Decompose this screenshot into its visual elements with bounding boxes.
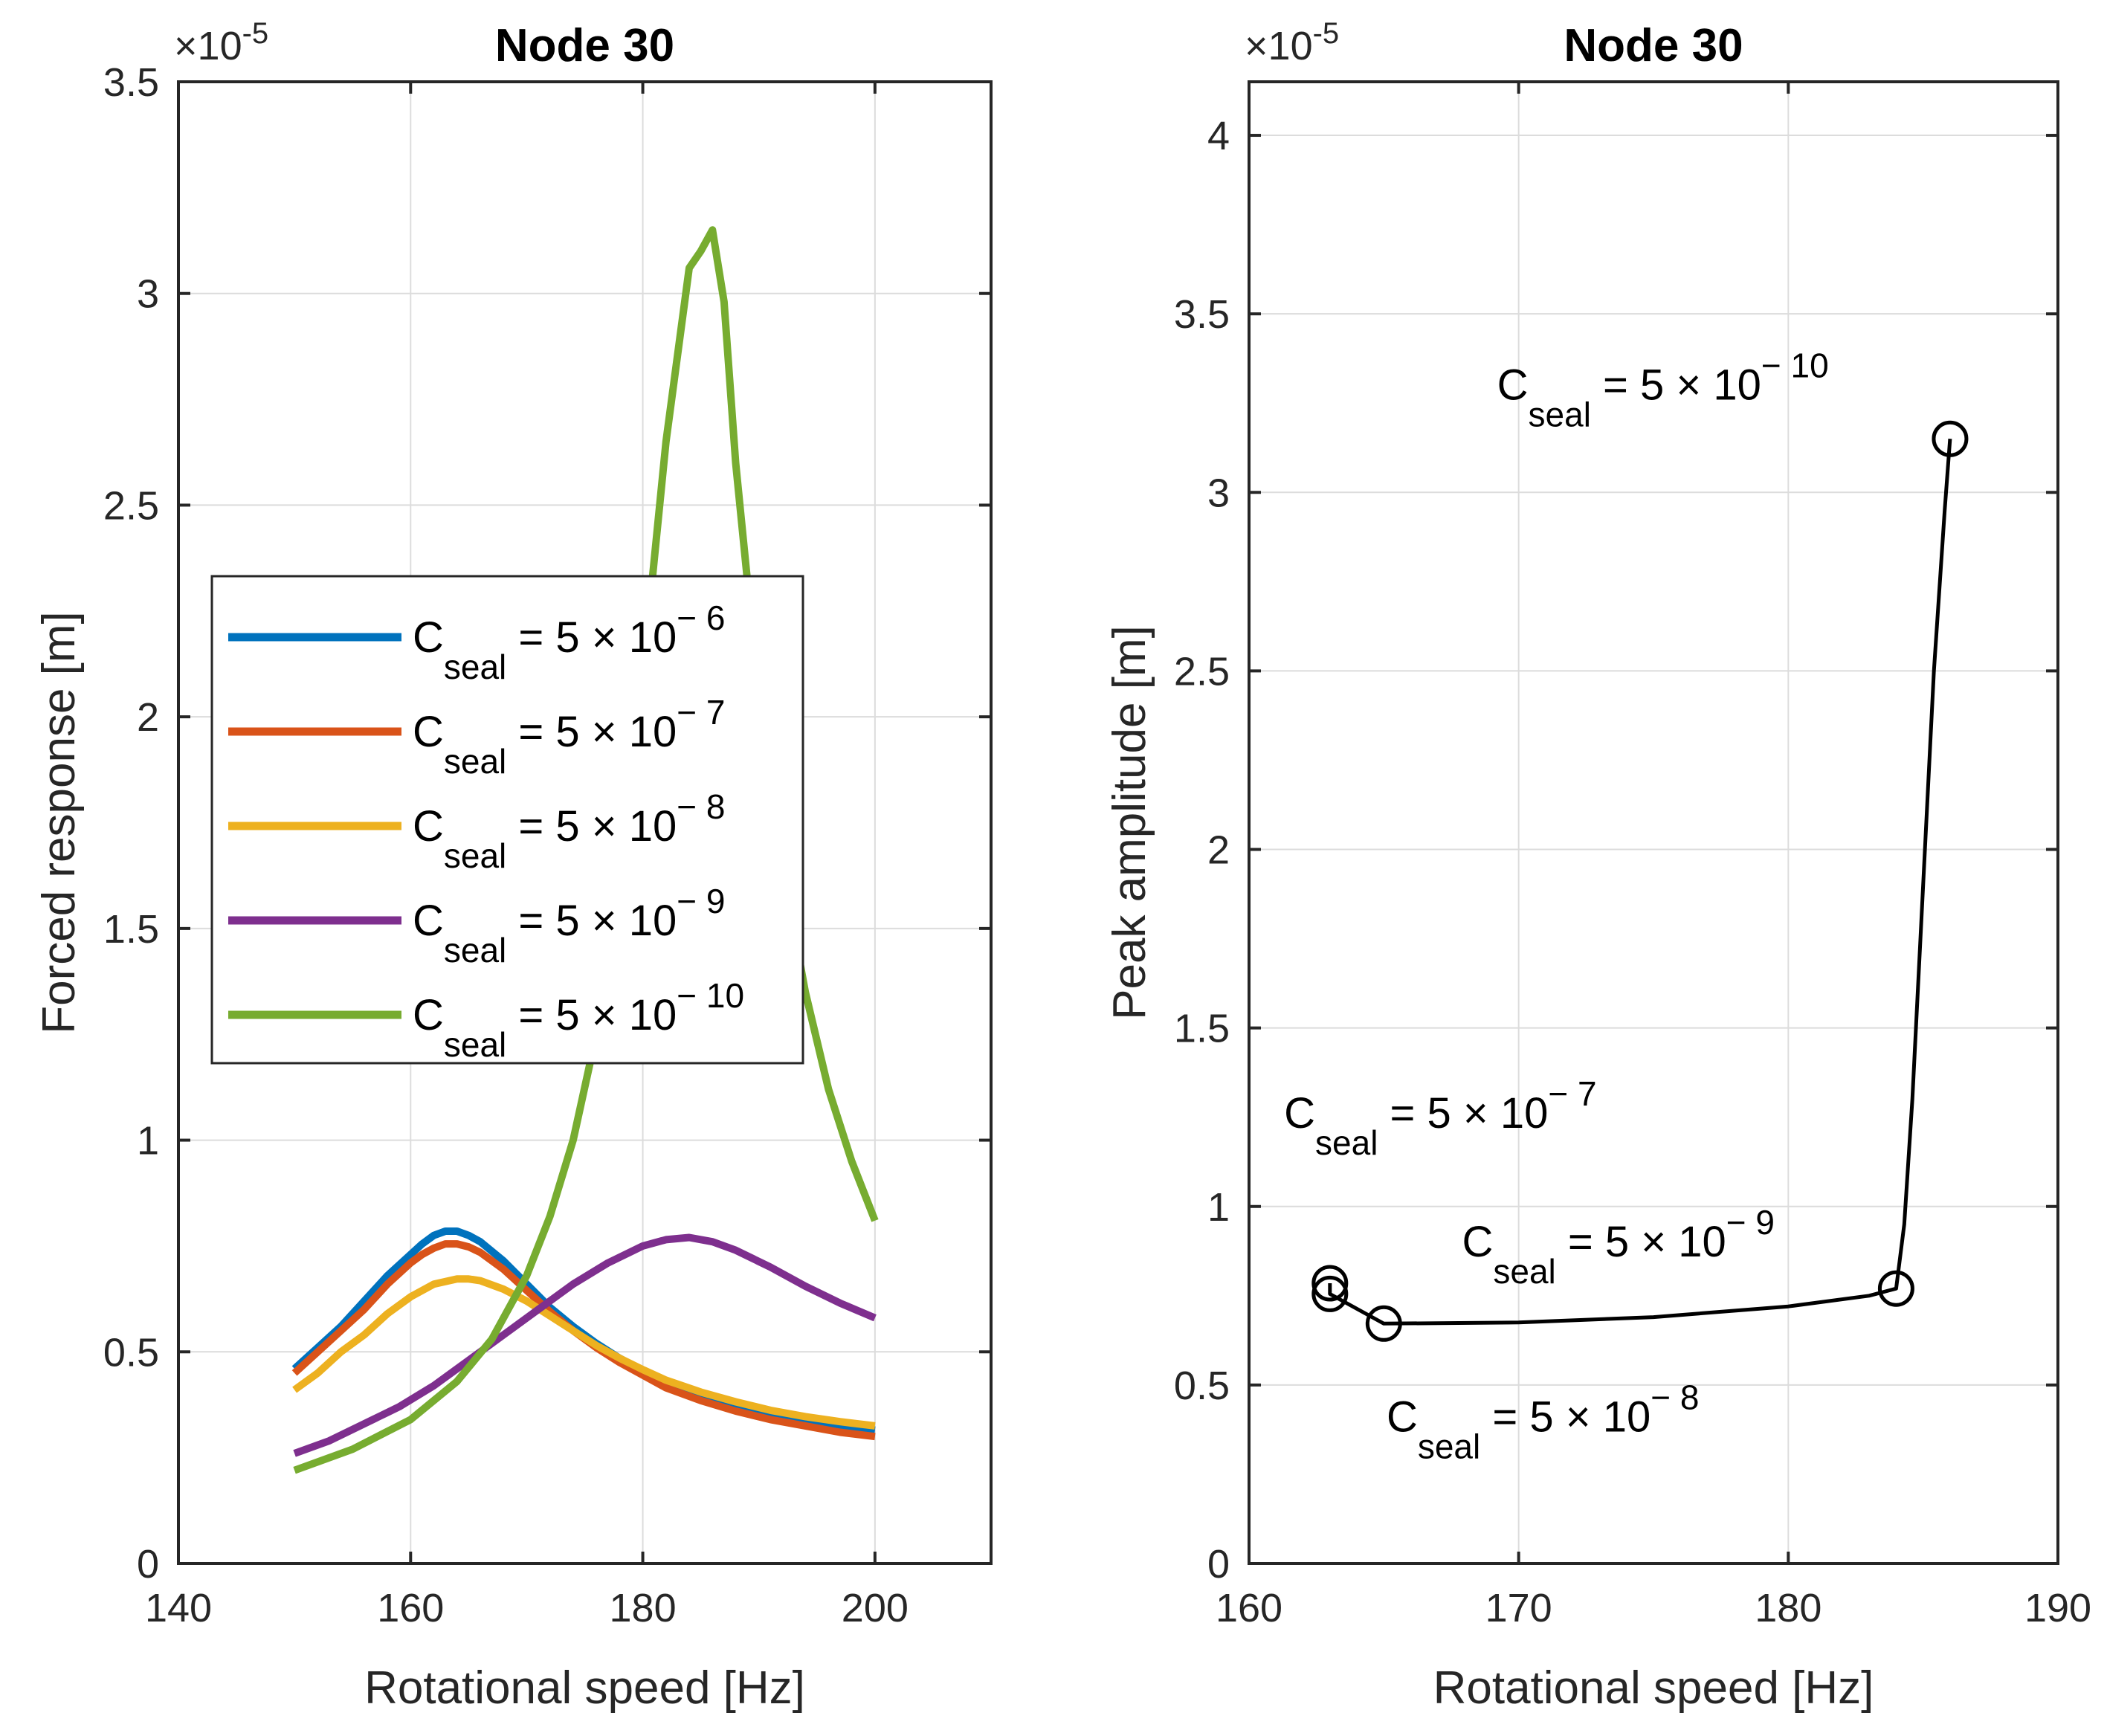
series-line-4: [293, 1233, 877, 1457]
x-tick-label: 160: [1216, 1586, 1282, 1630]
y-tick-label: 2: [1207, 828, 1230, 873]
label-superscript: − 8: [1651, 1378, 1699, 1416]
y-tick-label: 1.5: [1174, 1007, 1230, 1051]
y-tick-label: 3: [1207, 471, 1230, 515]
legend-entry-4: Cseal = 5 × 10− 9: [413, 882, 726, 969]
legend-entry-2: Cseal = 5 × 10− 7: [413, 693, 726, 781]
legend-entry-1: Cseal = 5 × 10− 6: [413, 598, 726, 686]
y-tick-label: 0.5: [1174, 1364, 1230, 1408]
label-middle: = 5 × 10: [1480, 1393, 1651, 1441]
series-line-2: [291, 1240, 876, 1441]
legend-subscript: seal: [444, 742, 506, 781]
label-superscript: − 7: [1548, 1074, 1596, 1113]
label-subscript: seal: [1493, 1252, 1555, 1291]
left-chart-panel: 140 160 180 200 0 0.5 1 1.5 2 2.5 3 3.5 ×10-5 Node 30…: [33, 17, 993, 1714]
legend-middle: = 5 × 10: [506, 897, 677, 945]
x-tick-label: 180: [610, 1586, 677, 1630]
y-tick-label: 0: [137, 1542, 159, 1587]
axes-frame: [177, 80, 993, 1565]
legend-subscript: seal: [444, 931, 506, 969]
y-exponent-power: -5: [1313, 17, 1340, 50]
y-exponent-base: ×10: [174, 24, 242, 68]
y-tick-label: 3.5: [103, 60, 159, 105]
peak-marker-4: [1877, 1270, 1914, 1307]
legend-superscript: − 10: [677, 976, 744, 1015]
y-tick-label: 0.5: [103, 1330, 159, 1375]
peak-marker-1: [1311, 1265, 1349, 1302]
y-exponent-label: ×10-5: [174, 17, 268, 68]
legend-base: C: [413, 897, 444, 945]
label-middle: = 5 × 10: [1556, 1218, 1726, 1266]
label-superscript: − 10: [1761, 346, 1829, 384]
y-tick-label: 1: [137, 1119, 159, 1164]
y-exponent-power: -5: [242, 17, 269, 50]
annotation-2: Cseal = 5 × 10− 7: [1284, 1074, 1596, 1162]
annotation-4: Cseal = 5 × 10− 8: [1387, 1378, 1700, 1465]
label-middle: = 5 × 10: [1378, 1089, 1548, 1138]
peak-marker-3: [1365, 1305, 1402, 1342]
annotation-1: Cseal = 5 × 10− 10: [1497, 346, 1829, 433]
chart-title: Node 30: [1564, 20, 1743, 71]
x-tick-label: 180: [1755, 1586, 1822, 1630]
x-axis-label: Rotational speed [Hz]: [364, 1662, 805, 1714]
axes-frame: [1248, 80, 2059, 1565]
y-axis-label: Forced response [m]: [33, 611, 85, 1034]
y-tick-label: 3.5: [1174, 292, 1230, 337]
y-tick-label: 1: [1207, 1185, 1230, 1230]
x-tick-label: 170: [1485, 1586, 1552, 1630]
label-subscript: seal: [1529, 395, 1591, 433]
peak-marker-2: [1311, 1275, 1349, 1312]
y-tick-label: 2: [137, 695, 159, 740]
legend-entry-5: Cseal = 5 × 10− 10: [413, 976, 744, 1064]
x-tick-label: 140: [145, 1586, 212, 1630]
y-tick-label: 0: [1207, 1542, 1230, 1587]
y-exponent-base: ×10: [1245, 24, 1313, 68]
legend-superscript: − 9: [677, 882, 725, 920]
x-tick-label: 160: [377, 1586, 444, 1630]
legend-subscript: seal: [444, 1025, 506, 1064]
legend-middle: = 5 × 10: [506, 708, 677, 756]
annotation-3: Cseal = 5 × 10− 9: [1462, 1203, 1775, 1291]
peak-marker-5: [1932, 420, 1969, 457]
legend-subscript: seal: [444, 836, 506, 875]
legend-base: C: [413, 991, 444, 1039]
legend-middle: = 5 × 10: [506, 991, 677, 1039]
legend-superscript: − 8: [677, 787, 725, 826]
y-exponent-label: ×10-5: [1245, 17, 1339, 68]
label-subscript: seal: [1315, 1123, 1378, 1162]
legend-middle: = 5 × 10: [506, 613, 677, 662]
y-tick-label: 2.5: [103, 483, 159, 528]
legend-subscript: seal: [444, 648, 506, 686]
y-axis-label: Peak amplitude [m]: [1104, 625, 1155, 1020]
legend-middle: = 5 × 10: [506, 802, 677, 851]
y-tick-label: 3: [137, 272, 159, 317]
label-middle: = 5 × 10: [1591, 361, 1761, 409]
legend-base: C: [413, 613, 444, 662]
peak-amplitude-line: [1328, 439, 1952, 1326]
chart-title: Node 30: [495, 20, 674, 71]
y-tick-label: 4: [1207, 114, 1230, 158]
label-base: C: [1387, 1393, 1418, 1441]
x-tick-label: 190: [2024, 1586, 2091, 1630]
legend-entry-3: Cseal = 5 × 10− 8: [413, 787, 726, 875]
x-tick-label: 200: [842, 1586, 909, 1630]
label-base: C: [1497, 361, 1529, 409]
x-axis-label: Rotational speed [Hz]: [1433, 1662, 1874, 1714]
label-superscript: − 9: [1726, 1203, 1775, 1242]
label-base: C: [1284, 1089, 1315, 1138]
legend-superscript: − 6: [677, 598, 725, 637]
legend-box: [210, 575, 804, 1065]
label-subscript: seal: [1418, 1427, 1480, 1465]
legend-superscript: − 7: [677, 693, 725, 732]
y-tick-label: 1.5: [103, 907, 159, 952]
label-base: C: [1462, 1218, 1494, 1266]
legend-base: C: [413, 708, 444, 756]
legend-base: C: [413, 802, 444, 851]
right-chart-panel: 160 170 180 190 0 0.5 1 1.5 2 2.5 3 3.5 4 ×10-5 Node 3…: [1104, 17, 2091, 1714]
plot-area: [1249, 82, 2058, 1564]
y-tick-label: 2.5: [1174, 649, 1230, 694]
